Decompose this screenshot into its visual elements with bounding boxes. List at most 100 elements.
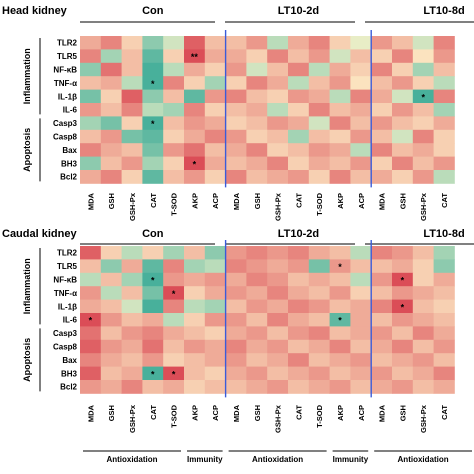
column-category-label: Immunity <box>187 455 223 464</box>
heatmap-cell <box>225 326 247 341</box>
heatmap-cell <box>204 326 226 341</box>
heatmap-cell <box>184 143 206 157</box>
heatmap-cell <box>100 286 122 300</box>
heatmap-cell <box>392 143 414 157</box>
heatmap-cell <box>371 286 393 300</box>
heatmap-cell <box>371 299 393 314</box>
heatmap-cell <box>412 313 434 327</box>
heatmap-cell <box>267 143 289 157</box>
heatmap-cell <box>184 380 206 394</box>
heatmap-cell <box>329 62 351 77</box>
heatmap-cell <box>184 89 206 104</box>
heatmap-cell <box>142 36 164 50</box>
heatmap-cell <box>142 353 164 367</box>
column-label: T-SOD <box>315 404 324 428</box>
heatmap-cell <box>100 116 122 131</box>
column-label: MDA <box>378 192 387 210</box>
heatmap-cell <box>267 286 289 300</box>
heatmap-cell <box>121 366 143 381</box>
heatmap-cell <box>412 299 434 314</box>
heatmap-cell <box>163 326 185 341</box>
column-label: CAT <box>294 405 303 420</box>
row-category-label: Inflammation <box>22 258 32 314</box>
heatmap-cell <box>371 246 393 260</box>
heatmap-cell <box>100 326 122 341</box>
heatmap-cell <box>100 272 122 287</box>
column-label: AKP <box>336 405 345 421</box>
heatmap-cell <box>204 246 226 260</box>
heatmap-cell <box>80 89 102 104</box>
heatmap-cell <box>80 313 102 327</box>
heatmap-cell <box>371 89 393 104</box>
heatmap-cell <box>225 313 247 327</box>
heatmap-cell <box>184 313 206 327</box>
heatmap-cell <box>121 116 143 131</box>
heatmap-cell <box>163 143 185 157</box>
heatmap-cell <box>246 299 268 314</box>
heatmap-cell <box>288 366 310 381</box>
heatmap-cell <box>121 259 143 274</box>
heatmap-cell <box>204 103 226 117</box>
heatmap-cell <box>392 62 414 77</box>
group-header: LT10-2d <box>278 5 319 17</box>
heatmap-cell <box>288 129 310 144</box>
row-label: NF-κB <box>53 66 77 75</box>
heatmap-cell <box>308 129 330 144</box>
heatmap-cell <box>392 103 414 117</box>
heatmap-cell <box>163 89 185 104</box>
heatmap-cell <box>246 286 268 300</box>
heatmap-cell <box>329 156 351 171</box>
panel-title: Head kidney <box>2 5 68 17</box>
heatmap-cell <box>225 156 247 171</box>
row-label: Casp8 <box>53 133 78 142</box>
row-label: TLR5 <box>57 52 78 61</box>
heatmap-cell <box>329 129 351 144</box>
heatmap-cell <box>433 259 455 274</box>
heatmap-cell <box>204 143 226 157</box>
heatmap-cell <box>80 246 102 260</box>
heatmap-cell <box>121 313 143 327</box>
heatmap-cell <box>204 299 226 314</box>
column-label: ACP <box>357 405 366 421</box>
heatmap-cell <box>246 259 268 274</box>
heatmap-cell <box>412 246 434 260</box>
heatmap-cell <box>371 272 393 287</box>
heatmap-cell <box>392 313 414 327</box>
heatmap-cell <box>204 353 226 367</box>
heatmap-cell <box>80 36 102 50</box>
heatmap-cell <box>412 259 434 274</box>
heatmap-cell <box>350 259 372 274</box>
heatmap-cell <box>225 339 247 354</box>
column-label: GSH-Px <box>274 404 283 433</box>
significance-mark: * <box>151 369 155 379</box>
heatmap-cell <box>80 353 102 367</box>
heatmap-cell <box>121 62 143 77</box>
heatmap-cell <box>100 36 122 50</box>
heatmap-cell <box>163 339 185 354</box>
heatmap-cell <box>163 36 185 50</box>
heatmap-cell <box>142 170 164 184</box>
heatmap-cell <box>225 89 247 104</box>
heatmap-cell <box>163 103 185 117</box>
significance-mark: * <box>401 302 405 312</box>
heatmap-cell <box>246 116 268 131</box>
heatmap-cell <box>225 36 247 50</box>
heatmap-cell <box>412 380 434 394</box>
heatmap-cell <box>100 62 122 77</box>
heatmap-cell <box>412 62 434 77</box>
heatmap-cell <box>288 272 310 287</box>
row-label: IL-1β <box>58 92 77 101</box>
significance-mark: * <box>338 262 342 272</box>
heatmap-cell <box>80 259 102 274</box>
heatmap-cell <box>288 326 310 341</box>
heatmap-cell <box>433 339 455 354</box>
heatmap-cell <box>80 62 102 77</box>
heatmap-cell <box>142 49 164 64</box>
column-label: GSH <box>107 405 116 421</box>
heatmap-cell <box>142 62 164 77</box>
heatmap-cell <box>121 89 143 104</box>
heatmap-cell <box>163 49 185 64</box>
heatmap-cell <box>308 272 330 287</box>
column-label: GSH-Px <box>274 192 283 221</box>
